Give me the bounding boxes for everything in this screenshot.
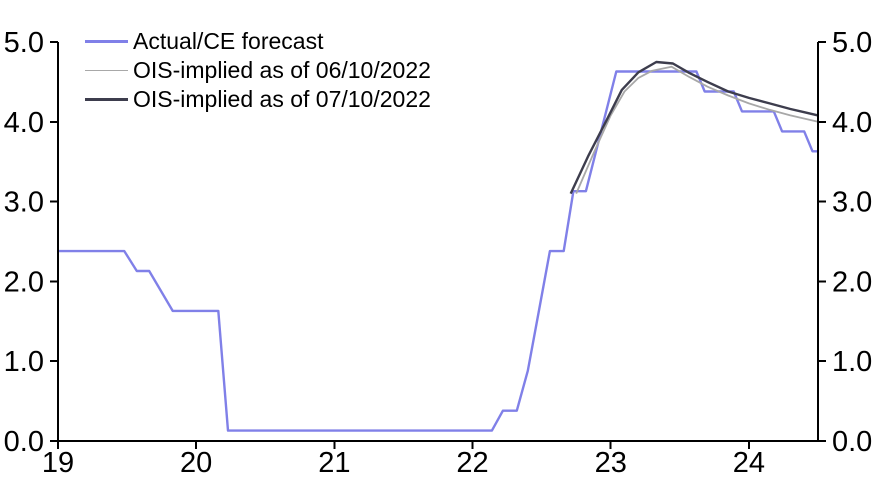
x-tick-label: 21	[318, 447, 350, 479]
x-tick-label: 23	[595, 447, 627, 479]
y-tick-label-right: 1.0	[832, 346, 872, 378]
x-tick-label: 24	[733, 447, 765, 479]
legend: Actual/CE forecast OIS-implied as of 06/…	[85, 27, 431, 114]
y-tick-label-right: 5.0	[832, 27, 872, 59]
legend-item-actual-ce-forecast: Actual/CE forecast	[85, 27, 431, 56]
y-tick-label-left: 3.0	[4, 187, 44, 219]
y-tick-label-right: 3.0	[832, 187, 872, 219]
x-tick-label: 20	[180, 447, 212, 479]
y-tick-label-right: 4.0	[832, 107, 872, 139]
legend-line-swatch	[85, 98, 128, 101]
legend-label: Actual/CE forecast	[133, 28, 324, 54]
legend-line-swatch	[85, 69, 128, 72]
y-tick-label-right: 2.0	[832, 266, 872, 298]
y-tick-label-left: 5.0	[4, 27, 44, 59]
series-line-2	[569, 60, 819, 195]
y-tick-label-left: 4.0	[4, 107, 44, 139]
y-tick-label-right: 0.0	[832, 426, 872, 458]
y-tick-label-left: 1.0	[4, 346, 44, 378]
series-line-0	[58, 70, 818, 432]
legend-label: OIS-implied as of 07/10/2022	[133, 86, 431, 112]
y-tick-label-left: 2.0	[4, 266, 44, 298]
legend-line-swatch	[85, 40, 128, 43]
x-tick-label: 19	[42, 447, 74, 479]
legend-label: OIS-implied as of 06/10/2022	[133, 57, 431, 83]
legend-item-ois-implied-06-10-2022: OIS-implied as of 06/10/2022	[85, 56, 431, 85]
y-tick-label-left: 0.0	[4, 426, 44, 458]
x-tick-label: 22	[456, 447, 488, 479]
series-line-1	[575, 65, 819, 194]
legend-item-ois-implied-07-10-2022: OIS-implied as of 07/10/2022	[85, 85, 431, 114]
